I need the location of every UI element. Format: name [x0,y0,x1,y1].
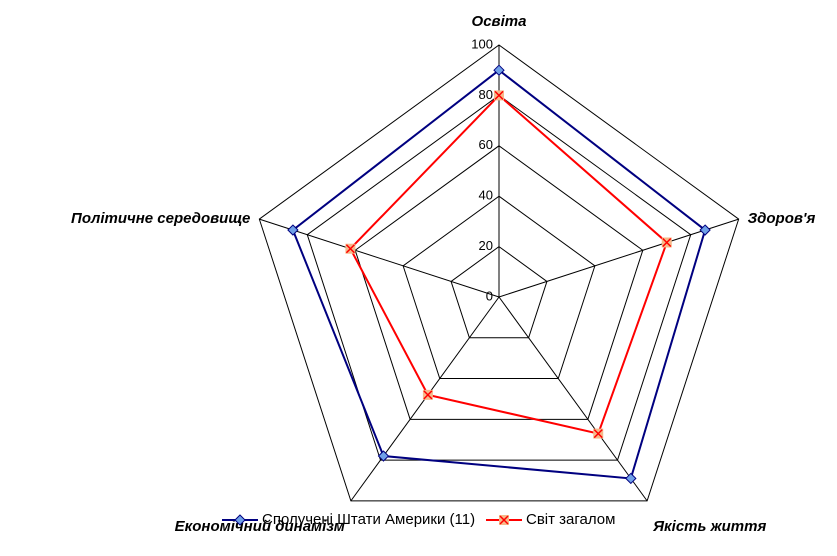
marker [422,389,433,400]
grid-ring [450,245,548,339]
marker-shape [593,429,603,439]
series-line [349,94,668,435]
marker-shape [234,514,246,526]
grid-ring [354,145,644,420]
marker-shape [287,224,299,236]
marker-shape [699,224,711,236]
r-tick-label: 60 [479,137,493,152]
marker-shape [423,390,433,400]
category-label: Політичне середовище [71,210,250,227]
marker [493,64,505,76]
marker-shape [499,515,509,525]
marker [494,90,504,101]
axis-spoke [498,296,648,502]
marker-shape [625,472,637,485]
legend-label: Світ загалом [526,511,615,528]
category-label: Економічний динамізм [175,518,345,535]
category-label: Освіта [472,13,527,30]
marker [625,472,637,485]
marker [377,450,390,462]
grid-ring [306,94,692,461]
r-tick-label: 40 [479,188,493,203]
legend-label: Сполучені Штати Америки (11) [262,511,475,528]
r-tick-label: 80 [479,87,493,102]
marker-shape [377,450,390,462]
marker-shape [662,237,672,248]
marker [499,515,509,525]
marker [699,224,711,236]
marker-shape [494,90,504,100]
marker [234,514,246,526]
r-tick-label: 0 [486,288,493,303]
category-label: Здоров'я [748,210,816,227]
grid-ring [402,195,596,380]
series-line [291,68,707,480]
marker [345,243,356,254]
marker [287,224,299,236]
axis-spoke [498,218,739,298]
marker-shape [345,244,355,254]
r-tick-label: 20 [479,238,493,253]
marker-shape [493,64,505,76]
axis-spoke [259,218,500,298]
category-label: Якість життя [652,518,766,535]
marker [593,428,604,439]
grid-ring [258,44,740,502]
r-tick-label: 100 [471,36,493,51]
marker [661,237,672,248]
